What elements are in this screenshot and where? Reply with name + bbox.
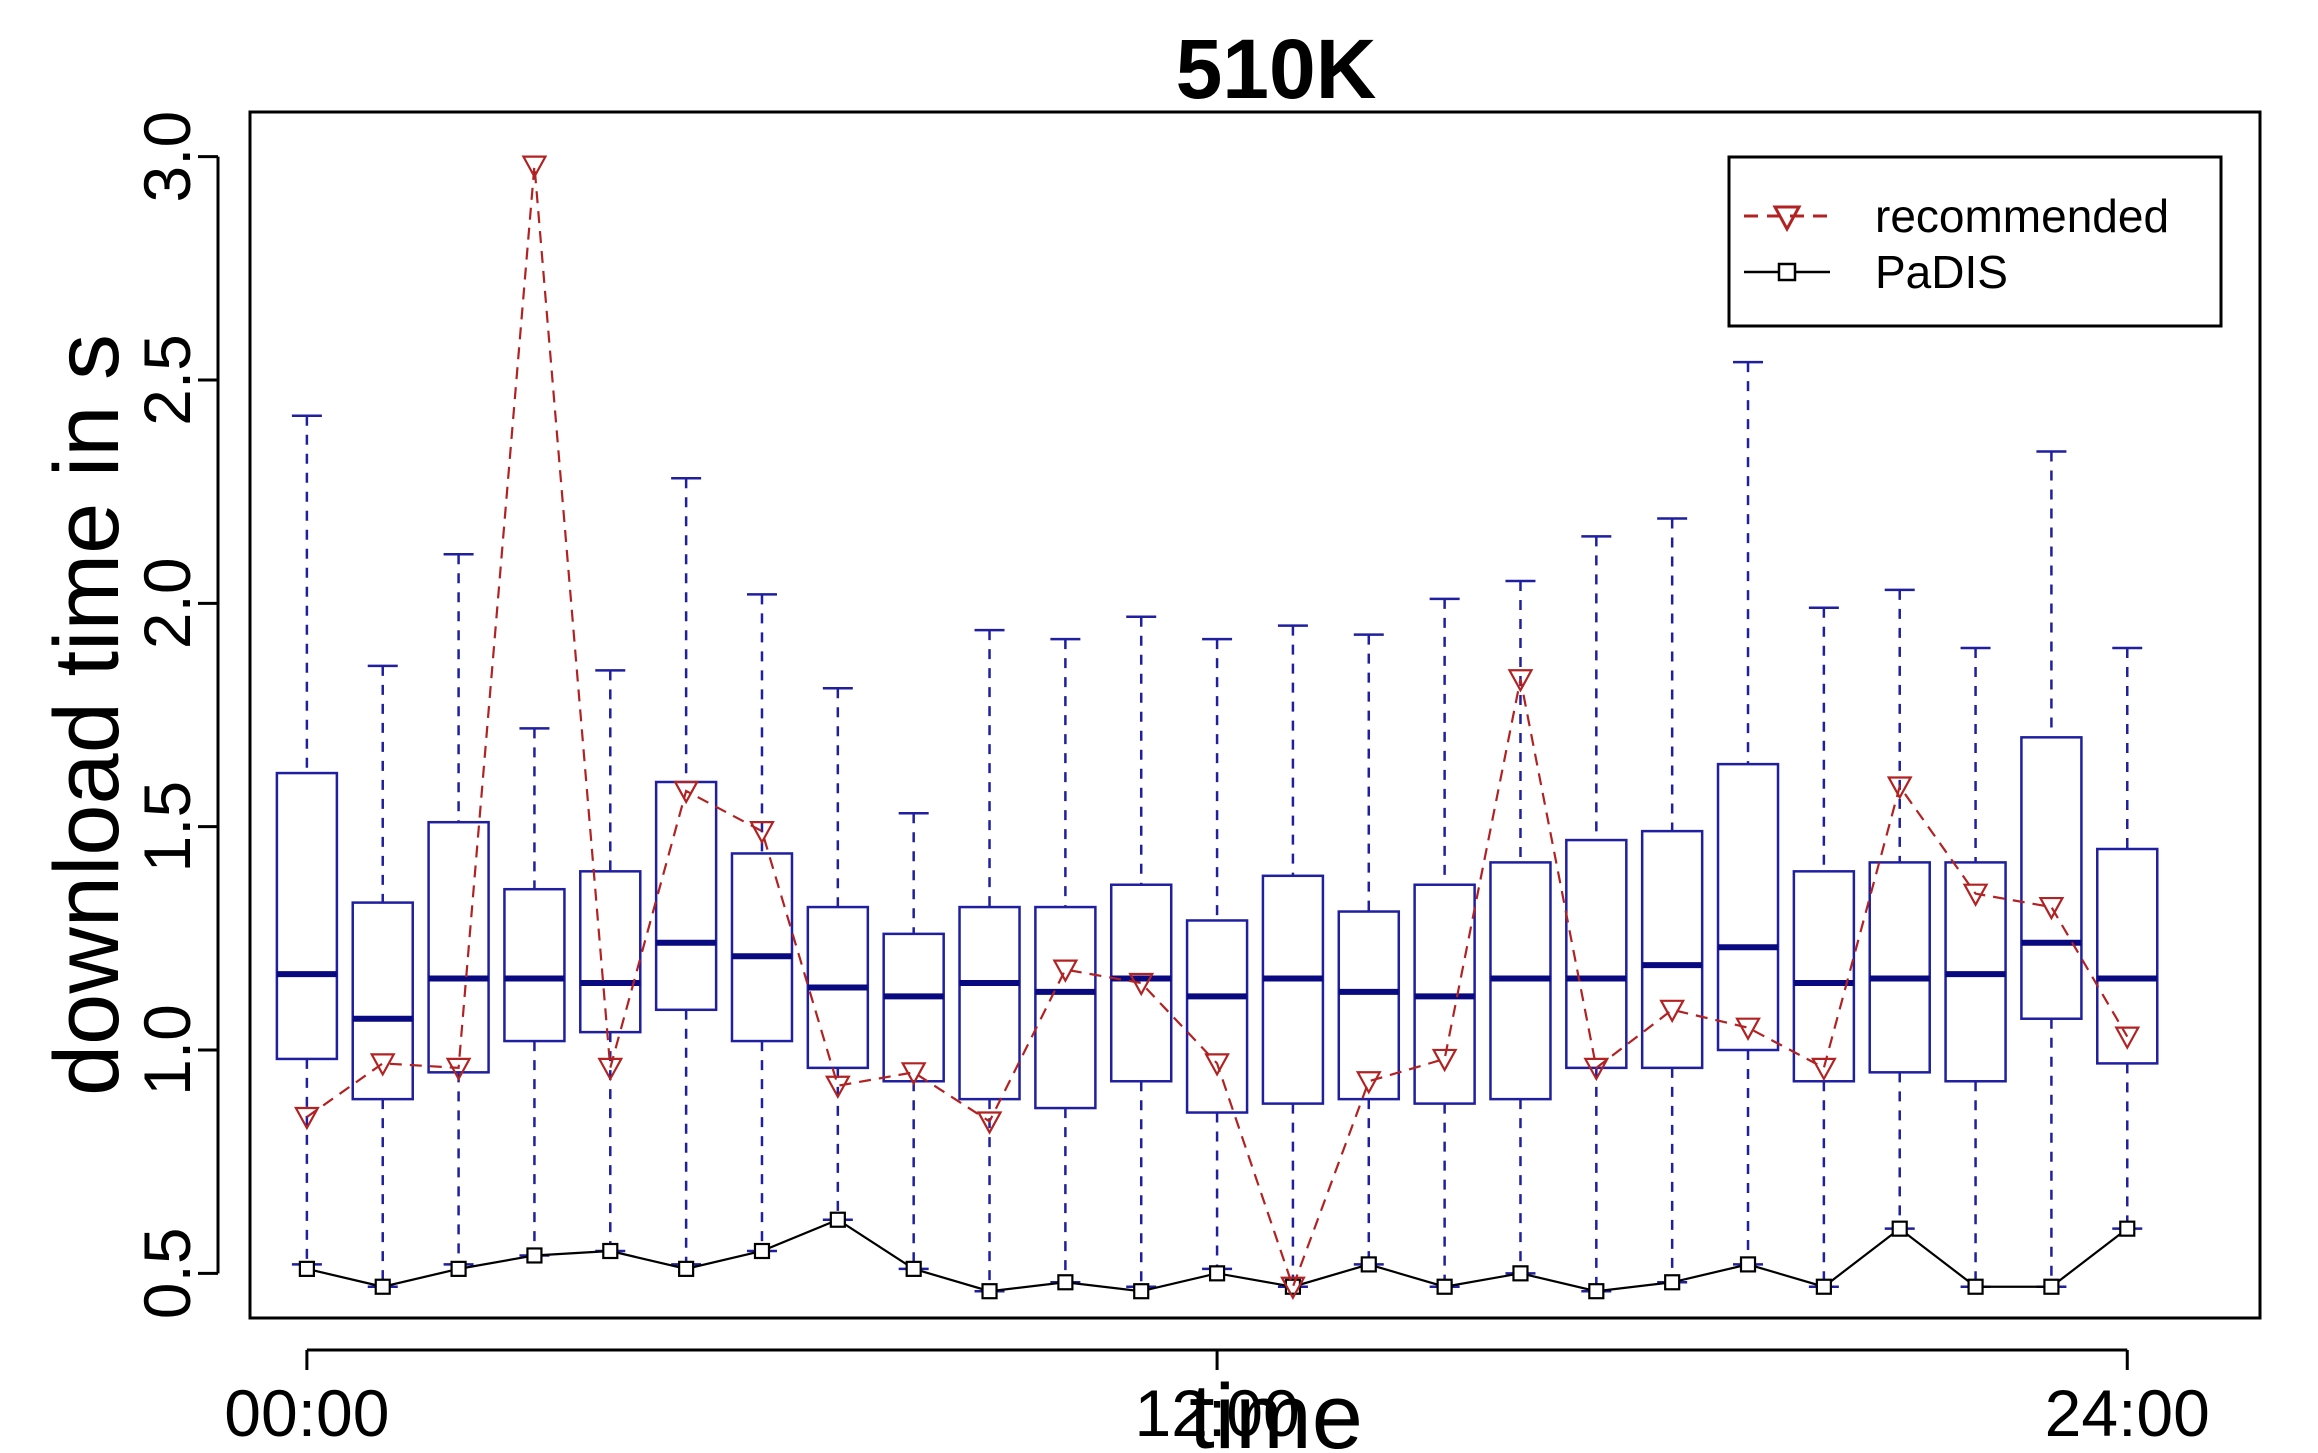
box-6: [730, 852, 794, 1043]
padis-point-3: [526, 1247, 543, 1264]
x-axis-title: time: [1189, 1366, 1363, 1453]
box-17: [1565, 838, 1628, 1070]
legend-marker-padis: [1777, 262, 1797, 282]
recommended-point-24: [2114, 1026, 2141, 1050]
y-tick-label-1: 1.0: [130, 1004, 204, 1096]
recommended-point-16: [1507, 669, 1534, 693]
box-23: [2020, 736, 2083, 1020]
recommended-point-7: [824, 1075, 851, 1100]
padis-point-10: [1057, 1274, 1074, 1291]
recommended-point-19: [1735, 1017, 1761, 1041]
padis-point-14: [1360, 1256, 1377, 1273]
legend-frame: [1727, 155, 2223, 328]
padis-point-7: [829, 1211, 846, 1228]
padis-point-20: [1815, 1278, 1832, 1295]
box-14: [1337, 910, 1401, 1101]
box-20: [1792, 870, 1856, 1083]
boxplots: [275, 360, 2159, 1293]
box-3: [503, 887, 566, 1043]
box-24: [2096, 847, 2159, 1065]
recommended-point-0: [294, 1106, 320, 1131]
box-9: [958, 905, 1021, 1101]
box-19: [1716, 762, 1780, 1052]
plot-area-frame: [248, 110, 2262, 1320]
y-tick-label-5: 3.0: [130, 111, 204, 203]
recommended-point-18: [1659, 999, 1686, 1024]
recommended-point-12: [1204, 1053, 1230, 1077]
box-2: [427, 820, 490, 1074]
recommended-point-17: [1583, 1057, 1610, 1082]
padis-point-1: [374, 1278, 391, 1295]
padis-point-18: [1664, 1274, 1681, 1291]
padis-point-24: [2119, 1220, 2136, 1237]
y-tick-label-4: 2.5: [130, 334, 204, 426]
recommended-point-15: [1431, 1048, 1458, 1073]
y-axis-title: download time in s: [36, 334, 138, 1096]
padis-point-5: [678, 1260, 695, 1277]
box-1: [351, 901, 414, 1101]
box-10: [1034, 905, 1097, 1110]
padis-point-8: [905, 1260, 922, 1277]
padis-point-2: [450, 1260, 467, 1277]
legend-marker-recommended: [1772, 205, 1802, 233]
x-tick-label-1: 12:00: [1134, 1376, 1299, 1450]
padis-point-19: [1739, 1256, 1757, 1273]
recommended-point-3: [521, 155, 548, 179]
recommended-point-21: [1886, 776, 1913, 800]
recommended-point-14: [1355, 1071, 1382, 1095]
x-tick-label-2: 24:00: [2045, 1376, 2210, 1450]
padis-point-23: [2043, 1278, 2060, 1295]
y-axis: 0.5 1.0 1.5 2.0 2.5 3.0: [130, 111, 220, 1319]
recommended-point-8: [900, 1062, 927, 1086]
recommended-point-5: [673, 780, 699, 805]
padis-point-16: [1512, 1265, 1529, 1282]
recommended-point-10: [1052, 959, 1079, 983]
box-5: [654, 780, 718, 1012]
recommended-point-2: [445, 1057, 472, 1082]
padis-point-11: [1133, 1283, 1150, 1300]
chart-title: 510K: [1176, 22, 1377, 116]
recommended-point-1: [369, 1053, 396, 1077]
padis-point-17: [1588, 1283, 1605, 1300]
padis-point-15: [1436, 1278, 1453, 1295]
x-axis: 00:00 12:00 24:00: [224, 1348, 2210, 1450]
box-4: [579, 870, 642, 1034]
recommended-point-22: [1962, 883, 1989, 907]
recommended-point-13: [1280, 1276, 1306, 1301]
padis-point-21: [1891, 1220, 1908, 1237]
padis-point-0: [298, 1260, 315, 1277]
box-11: [1109, 883, 1173, 1083]
box-8: [882, 932, 945, 1083]
recommended-point-23: [2038, 896, 2065, 921]
y-tick-label-0: 0.5: [130, 1227, 204, 1319]
box-0: [275, 771, 339, 1061]
legend: recommended PaDIS: [1727, 155, 2223, 328]
y-tick-label-2: 1.5: [130, 781, 204, 873]
y-tick-label-3: 2.0: [130, 557, 204, 649]
series-lines: [294, 155, 2141, 1301]
box-18: [1640, 829, 1704, 1070]
padis-point-6: [753, 1242, 771, 1260]
legend-label-recommended: recommended: [1875, 190, 2169, 242]
recommended-point-4: [597, 1057, 624, 1082]
box-21: [1868, 861, 1931, 1074]
padis-point-9: [981, 1283, 998, 1300]
recommended-line: [306, 165, 2129, 1291]
padis-point-22: [1967, 1278, 1984, 1295]
box-13: [1261, 874, 1325, 1105]
recommended-point-20: [1811, 1057, 1837, 1082]
recommended-point-11: [1128, 972, 1155, 997]
x-tick-label-0: 00:00: [224, 1376, 389, 1450]
box-12: [1185, 919, 1249, 1114]
padis-point-4: [602, 1242, 619, 1260]
recommended-point-6: [749, 821, 775, 845]
padis-point-12: [1208, 1265, 1226, 1282]
legend-label-padis: PaDIS: [1875, 246, 2008, 298]
recommended-point-9: [976, 1111, 1003, 1135]
